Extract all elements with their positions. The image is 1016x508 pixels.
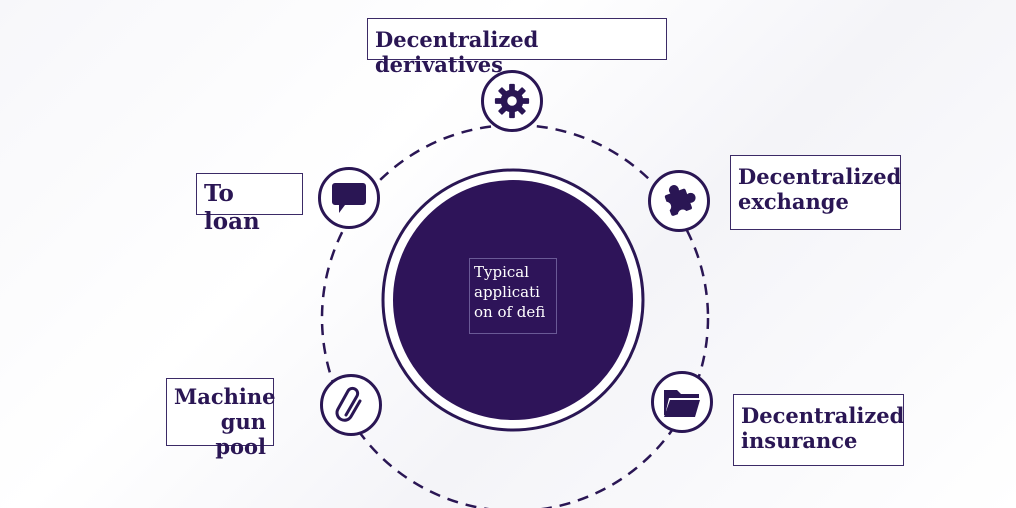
center-label: Typical applicati on of defi [469, 258, 557, 334]
label-decentralized-exchange: Decentralized exchange [730, 155, 901, 230]
label-decentralized-derivatives: Decentralized derivatives [367, 18, 667, 77]
folder-icon [664, 390, 700, 417]
mining-pool-node [320, 374, 382, 436]
paperclip-icon [335, 386, 362, 422]
exchange-node [648, 170, 710, 232]
speech-bubble-icon [332, 183, 366, 213]
label-machine-gun-pool: Machine gun pool [166, 378, 276, 459]
label-text: Decentralized insurance [741, 403, 905, 454]
label-text: Decentralized derivatives [375, 27, 539, 78]
puzzle-icon [661, 185, 696, 220]
loan-node [318, 167, 380, 229]
label-text: Decentralized exchange [738, 164, 902, 215]
label-text: Machine gun pool [174, 384, 276, 460]
center-circle [393, 180, 633, 420]
label-text: To loan [204, 180, 260, 235]
gear-icon [494, 83, 530, 119]
insurance-node [651, 371, 713, 433]
derivatives-node [481, 70, 543, 132]
label-decentralized-insurance: Decentralized insurance [733, 394, 904, 466]
dashed-orbit-ring [320, 123, 710, 508]
label-to-loan: To loan [196, 173, 303, 235]
